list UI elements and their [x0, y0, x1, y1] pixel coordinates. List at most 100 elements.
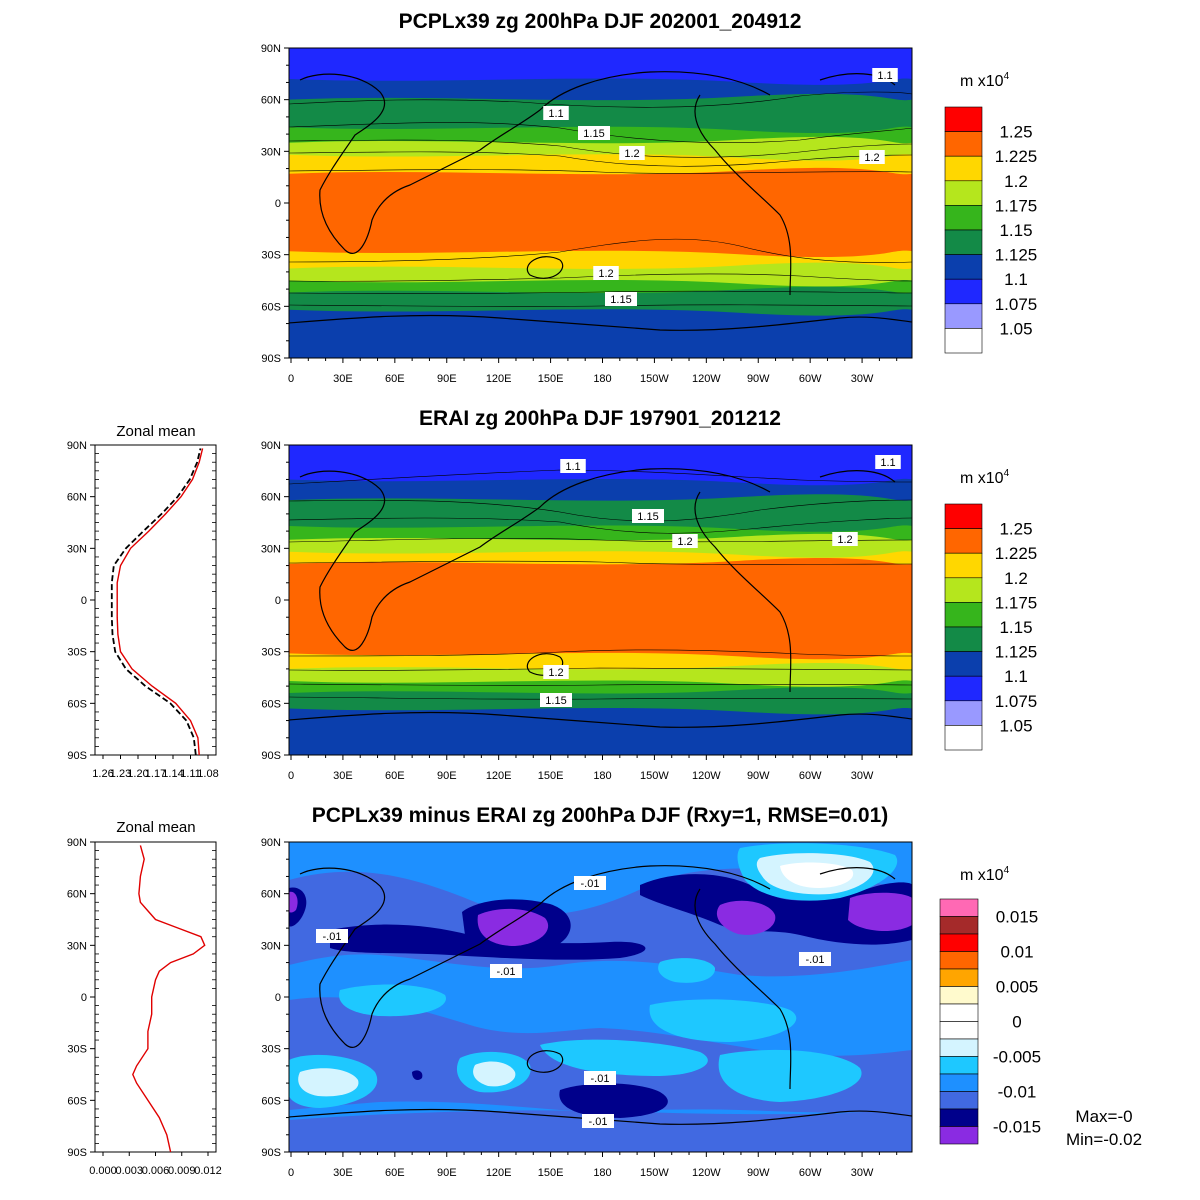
lat-tick-label: 60S — [261, 301, 281, 313]
panel-3-lon-axis: 0 30E 60E 90E 120E 150E 180 150W 120W 90W 60W 30W — [288, 1152, 898, 1179]
lon-tick-label: 90W — [747, 1167, 770, 1179]
contour-band — [289, 286, 912, 318]
contour-band — [289, 494, 912, 534]
lon-tick-label: 60E — [385, 373, 405, 385]
contour-label-box — [582, 1114, 614, 1128]
contour-label-box — [875, 455, 901, 469]
lat-tick-label: 30N — [261, 543, 281, 555]
colorbar-box — [944, 180, 983, 206]
lon-tick-label: 150W — [640, 770, 669, 782]
lat-tick-label: 60N — [261, 889, 281, 901]
lon-tick-label: 0 — [288, 770, 294, 782]
colorbar-box — [939, 1003, 979, 1022]
contour-label-box — [578, 126, 610, 140]
lon-tick-label: 30W — [851, 1167, 874, 1179]
contour-band — [289, 708, 912, 755]
colorbar-box — [939, 951, 979, 970]
max-stat: Max=-0 — [1075, 1107, 1132, 1126]
contour-label: 1.15 — [637, 511, 658, 523]
lon-tick-label: 150E — [538, 770, 564, 782]
contour-label: -.01 — [323, 931, 342, 943]
panel-3-contour-labels: -.01 -.01 -.01 -.01 -.01 -.01 — [316, 876, 831, 1128]
panel-1-title: PCPLx39 zg 200hPa DJF 202001_204912 — [399, 10, 802, 33]
lat-tick-label: 90N — [261, 43, 281, 55]
colorbar-box — [939, 1091, 979, 1110]
contour-label-box — [316, 929, 348, 943]
lon-tick-label: 30E — [333, 373, 353, 385]
colorbar-box — [944, 131, 983, 157]
contour-label-box — [632, 509, 664, 523]
colorbar-label: 1.1 — [1004, 667, 1028, 686]
zonal-lat-label: 60S — [67, 1095, 87, 1107]
colorbar-box — [944, 205, 983, 231]
contour-label: 1.1 — [548, 108, 563, 120]
zonal-lat-label: 60S — [67, 698, 87, 710]
contour-label: -.01 — [591, 1073, 610, 1085]
lon-tick-label: 90W — [747, 770, 770, 782]
colorbar-box — [944, 303, 983, 329]
panel-3-title: PCPLx39 minus ERAI zg 200hPa DJF (Rxy=1,… — [312, 804, 889, 827]
zonal-lat-label: 60N — [67, 889, 87, 901]
colorbar-label: 1.175 — [995, 196, 1038, 215]
lat-tick-label: 30N — [261, 940, 281, 952]
panel-2-lat-axis: 90N 60N 30N 0 30S 60S 90S — [261, 440, 289, 762]
panel-3-lat-axis: 90N 60N 30N 0 30S 60S 90S — [261, 837, 289, 1159]
lat-tick-label: 30S — [261, 1044, 281, 1056]
contour-label-box — [593, 266, 619, 280]
colorbar-box — [939, 1021, 979, 1040]
lat-tick-label: 30N — [261, 146, 281, 158]
colorbar-box — [939, 933, 979, 952]
colorbar-label: 1.15 — [999, 221, 1032, 240]
panel-1-lat-axis: 90N 60N 30N 0 30S 60S 90S — [261, 43, 289, 365]
panel-2-contour-labels: 1.1 1.1 1.15 1.2 1.2 1.2 1.15 — [540, 455, 901, 707]
colorbar-box — [939, 916, 979, 935]
panel-2: ERAI zg 200hPa DJF 197901_201212 90N 60N 3… — [67, 407, 1037, 782]
colorbar-label: -0.01 — [998, 1083, 1037, 1102]
colorbar-box — [944, 254, 983, 280]
contour-label: 1.1 — [880, 457, 895, 469]
panel-1-colorbar: 1.25 1.225 1.2 1.175 1.15 1.125 1.1 1.075 1.05 — [944, 106, 1038, 354]
lon-tick-label: 180 — [593, 770, 611, 782]
contour-label: 1.2 — [864, 152, 879, 164]
colorbar-box — [939, 986, 979, 1005]
colorbar-label: 1.05 — [999, 716, 1032, 735]
colorbar-box — [944, 503, 983, 529]
zonal-x-tick-label: 0.000 — [89, 1165, 117, 1177]
contour-band — [289, 687, 912, 717]
contour-band — [289, 557, 912, 662]
lon-tick-label: 90W — [747, 373, 770, 385]
lat-tick-label: 90S — [261, 353, 281, 365]
contour-label: 1.2 — [837, 534, 852, 546]
contour-band — [289, 93, 912, 136]
colorbar-box — [944, 328, 983, 354]
lon-tick-label: 150E — [538, 1167, 564, 1179]
lat-tick-label: 0 — [275, 992, 281, 1004]
panel-2-units: m x104 — [960, 468, 1010, 487]
colorbar-box — [939, 968, 979, 987]
lat-tick-label: 60S — [261, 698, 281, 710]
panel-1-contour-bands — [289, 48, 912, 358]
zonal-x-tick-label: 1.08 — [197, 768, 218, 780]
colorbar-label: 1.125 — [995, 643, 1038, 662]
lon-tick-label: 120W — [692, 770, 721, 782]
colorbar-box — [944, 602, 983, 628]
lat-tick-label: 30S — [261, 647, 281, 659]
colorbar-label: 1.25 — [999, 123, 1032, 142]
panel-2-title: ERAI zg 200hPa DJF 197901_201212 — [419, 407, 781, 430]
colorbar-label: -0.005 — [993, 1048, 1041, 1067]
colorbar-box — [944, 155, 983, 182]
panel-3-coastlines — [289, 865, 912, 1125]
contour-label: 1.1 — [565, 461, 580, 473]
lat-tick-label: 60S — [261, 1095, 281, 1107]
zonal-lat-label: 30S — [67, 647, 87, 659]
colorbar-box — [944, 278, 983, 305]
panel-1-contour-labels: 1.1 1.1 1.15 1.2 1.2 1.2 1.15 — [543, 68, 898, 306]
colorbar-box — [939, 898, 979, 917]
lon-tick-label: 180 — [593, 373, 611, 385]
colorbar-label: 0.01 — [1000, 943, 1033, 962]
lon-tick-label: 120W — [692, 1167, 721, 1179]
zonal-series-obs — [110, 448, 202, 756]
panel-3-units: m x104 — [960, 865, 1010, 884]
panel-2-contour-bands — [289, 445, 912, 755]
